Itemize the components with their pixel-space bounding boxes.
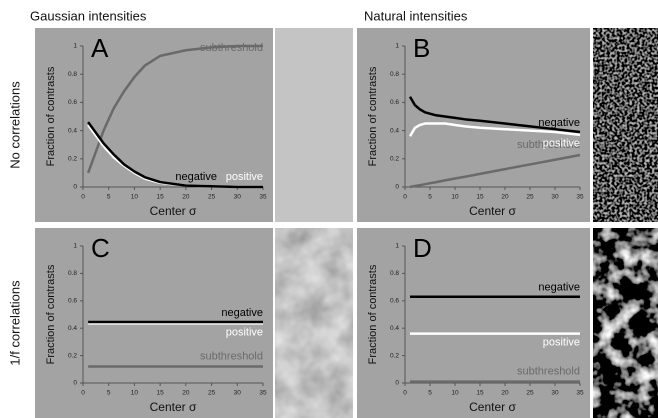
x-tick-label: 30 [234, 194, 242, 201]
y-tick-label: 0.8 [390, 71, 399, 78]
x-tick-label: 15 [476, 194, 484, 201]
figure: Gaussian intensities Natural intensities… [0, 0, 658, 418]
y-tick-label: 0.4 [68, 325, 77, 332]
x-tick-label: 5 [107, 390, 111, 397]
x-tick-label: 0 [81, 194, 85, 201]
series-label: positive [543, 138, 580, 150]
row-header: No correlations [7, 81, 22, 169]
x-tick-label: 20 [182, 194, 190, 201]
y-axis-label: Fraction of contrasts [367, 66, 379, 166]
y-tick-label: 0.4 [68, 127, 77, 134]
y-axis-label: Fraction of contrasts [367, 264, 379, 364]
y-tick-label: 0 [73, 380, 77, 387]
y-axis-label: Fraction of contrasts [45, 264, 57, 364]
series-label: positive [226, 326, 263, 338]
y-tick-label: 0.4 [390, 127, 399, 134]
x-tick-label: 30 [551, 390, 559, 397]
y-tick-label: 0.6 [390, 298, 399, 305]
series-label: subthreshold [517, 366, 580, 378]
row-header: 1/f correlations [7, 280, 22, 366]
x-axis-label: Center σ [150, 204, 197, 218]
x-tick-label: 25 [208, 390, 216, 397]
x-tick-label: 10 [451, 390, 459, 397]
noise-image [275, 228, 353, 418]
panel-letter: A [91, 33, 109, 63]
y-tick-label: 0 [395, 380, 399, 387]
x-tick-label: 10 [451, 194, 459, 201]
noise-image [593, 228, 658, 418]
x-axis-label: Center σ [469, 204, 516, 218]
series-label: subthreshold [200, 350, 263, 362]
y-tick-label: 0 [395, 184, 399, 191]
y-tick-label: 0.6 [68, 298, 77, 305]
x-tick-label: 0 [403, 194, 407, 201]
y-tick-label: 0 [73, 184, 77, 191]
x-tick-label: 0 [81, 390, 85, 397]
y-tick-label: 0.8 [68, 270, 77, 277]
x-tick-label: 25 [526, 194, 534, 201]
x-tick-label: 0 [403, 390, 407, 397]
noise-image [275, 28, 353, 222]
y-axis-label: Fraction of contrasts [45, 66, 57, 166]
y-tick-label: 0.2 [68, 352, 77, 359]
series-label: negative [538, 282, 580, 294]
x-tick-label: 30 [551, 194, 559, 201]
y-tick-label: 1 [395, 243, 399, 250]
x-tick-label: 15 [157, 390, 165, 397]
x-tick-label: 15 [157, 194, 165, 201]
x-tick-label: 10 [131, 390, 139, 397]
y-tick-label: 0.4 [390, 325, 399, 332]
series-label: positive [226, 171, 263, 183]
series-label: negative [538, 117, 580, 129]
x-tick-label: 20 [501, 194, 509, 201]
series-label: positive [543, 337, 580, 349]
series-label: negative [175, 171, 217, 183]
x-tick-label: 20 [501, 390, 509, 397]
y-tick-label: 0.8 [390, 270, 399, 277]
y-tick-label: 0.6 [68, 99, 77, 106]
panel-letter: C [91, 233, 110, 263]
y-tick-label: 1 [73, 43, 77, 50]
x-tick-label: 5 [107, 194, 111, 201]
panel-letter: D [413, 233, 432, 263]
y-tick-label: 1 [73, 243, 77, 250]
noise-image [593, 28, 658, 222]
x-tick-label: 35 [576, 390, 584, 397]
y-tick-label: 0.2 [68, 156, 77, 163]
x-tick-label: 10 [131, 194, 139, 201]
panel-letter: B [413, 33, 430, 63]
y-tick-label: 0.2 [390, 156, 399, 163]
column-header: Gaussian intensities [30, 8, 147, 23]
x-tick-label: 35 [576, 194, 584, 201]
x-tick-label: 5 [428, 194, 432, 201]
y-tick-label: 1 [395, 43, 399, 50]
x-tick-label: 35 [259, 390, 267, 397]
x-tick-label: 15 [476, 390, 484, 397]
x-tick-label: 20 [182, 390, 190, 397]
series-label: negative [221, 307, 263, 319]
x-tick-label: 25 [526, 390, 534, 397]
x-tick-label: 25 [208, 194, 216, 201]
x-axis-label: Center σ [469, 400, 516, 414]
x-tick-label: 30 [234, 390, 242, 397]
y-tick-label: 0.8 [68, 71, 77, 78]
x-tick-label: 5 [428, 390, 432, 397]
x-axis-label: Center σ [150, 400, 197, 414]
series-label: subthreshold [200, 42, 263, 54]
column-header: Natural intensities [364, 8, 468, 23]
y-tick-label: 0.6 [390, 99, 399, 106]
x-tick-label: 35 [259, 194, 267, 201]
y-tick-label: 0.2 [390, 352, 399, 359]
